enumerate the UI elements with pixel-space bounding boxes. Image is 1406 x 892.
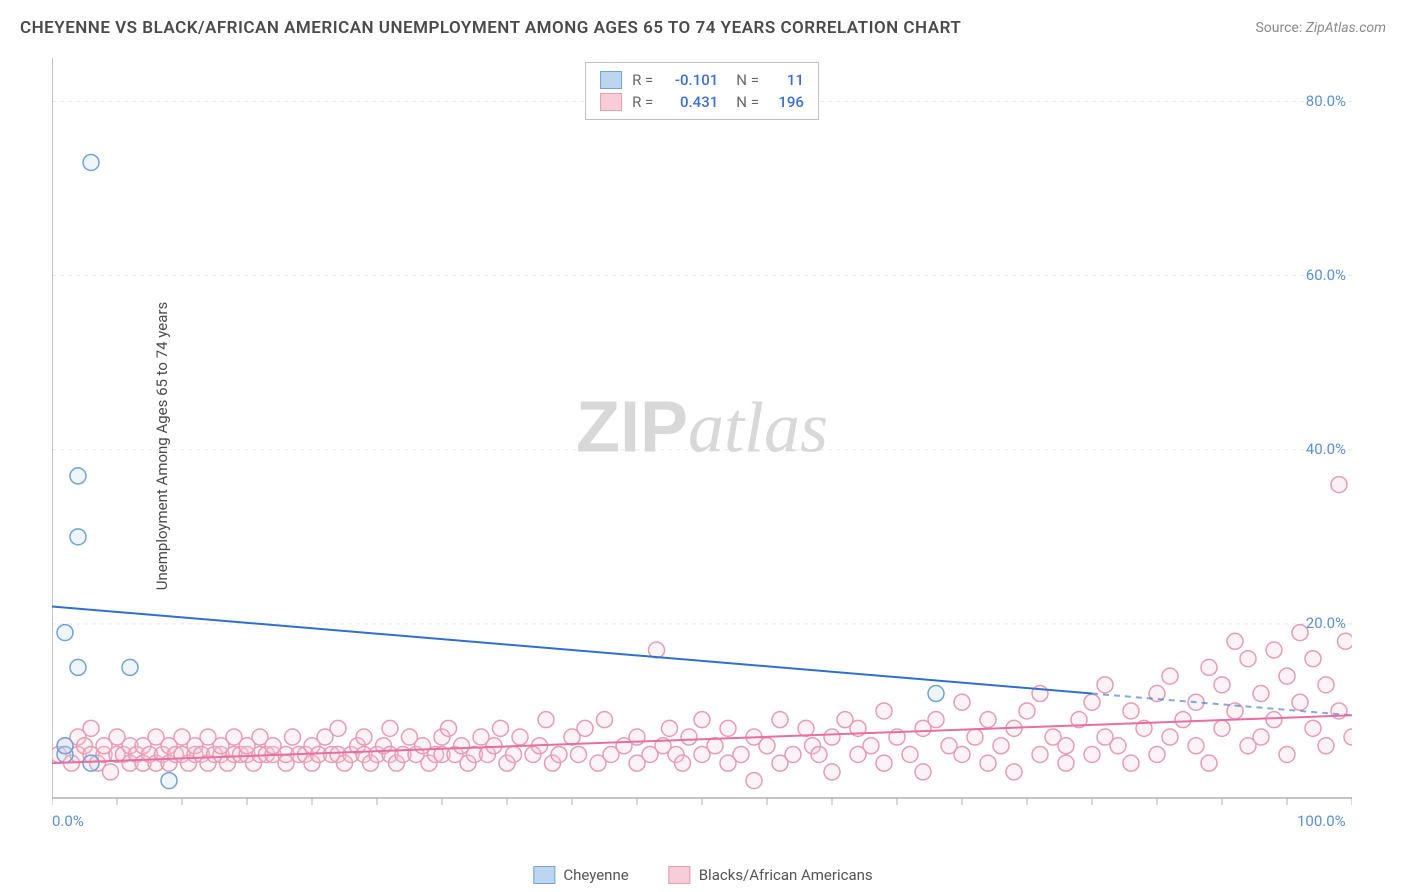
y-tick-label: 80.0%	[1306, 92, 1346, 110]
bottom-legend: Cheyenne Blacks/African Americans	[533, 866, 872, 884]
legend-label-cheyenne: Cheyenne	[563, 866, 628, 884]
source-value: ZipAtlas.com	[1306, 20, 1386, 36]
stats-row-black: R = 0.431 N = 196	[600, 91, 804, 113]
legend-item-black: Blacks/African Americans	[669, 866, 873, 884]
stats-r-label-2: R =	[632, 93, 653, 111]
legend-item-cheyenne: Cheyenne	[533, 866, 628, 884]
stats-r-label: R =	[632, 71, 653, 89]
stats-legend-box: R = -0.101 N = 11 R = 0.431 N = 196	[585, 62, 819, 120]
y-tick-label: 60.0%	[1306, 266, 1346, 284]
x-tick-label: 100.0%	[1297, 812, 1346, 830]
legend-swatch-cheyenne	[533, 866, 555, 884]
y-tick-label: 20.0%	[1306, 614, 1346, 632]
plot-area: ZIPatlas R = -0.101 N = 11 R = 0.431 N =…	[52, 58, 1352, 828]
chart-title: CHEYENNE VS BLACK/AFRICAN AMERICAN UNEMP…	[20, 18, 961, 38]
stats-n-label: N =	[736, 71, 759, 89]
source-label: Source:	[1255, 20, 1305, 36]
chart-container: CHEYENNE VS BLACK/AFRICAN AMERICAN UNEMP…	[0, 0, 1406, 892]
legend-label-black: Blacks/African Americans	[699, 866, 873, 884]
x-tick-label: 0.0%	[52, 812, 84, 830]
stats-r-cheyenne: -0.101	[663, 71, 718, 89]
y-tick-label: 40.0%	[1306, 440, 1346, 458]
swatch-cheyenne	[600, 71, 622, 89]
stats-row-cheyenne: R = -0.101 N = 11	[600, 69, 804, 91]
stats-n-cheyenne: 11	[769, 71, 804, 89]
stats-r-black: 0.431	[663, 93, 718, 111]
stats-n-label-2: N =	[736, 93, 759, 111]
legend-swatch-black	[669, 866, 691, 884]
stats-n-black: 196	[769, 93, 804, 111]
chart-svg	[52, 58, 1352, 828]
swatch-black	[600, 93, 622, 111]
source-attribution: Source: ZipAtlas.com	[1255, 20, 1386, 36]
